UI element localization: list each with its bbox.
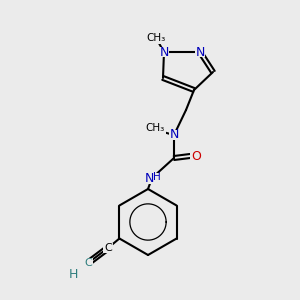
Text: N: N xyxy=(159,46,169,59)
Text: N: N xyxy=(144,172,154,184)
Bar xyxy=(103,243,113,253)
Bar xyxy=(146,32,166,44)
Bar xyxy=(142,172,162,184)
Text: O: O xyxy=(191,149,201,163)
Text: H: H xyxy=(153,172,161,182)
Text: C: C xyxy=(104,243,112,253)
Text: H: H xyxy=(68,268,78,281)
Text: CH₃: CH₃ xyxy=(146,123,165,133)
Bar xyxy=(195,47,205,57)
Bar xyxy=(83,258,93,268)
Text: N: N xyxy=(195,46,205,59)
Text: CH₃: CH₃ xyxy=(146,33,166,43)
Bar xyxy=(67,268,79,280)
Text: C: C xyxy=(84,258,92,268)
Bar xyxy=(144,122,166,134)
Bar xyxy=(190,151,202,161)
Bar xyxy=(159,47,169,57)
Bar xyxy=(169,130,179,140)
Text: N: N xyxy=(169,128,179,142)
